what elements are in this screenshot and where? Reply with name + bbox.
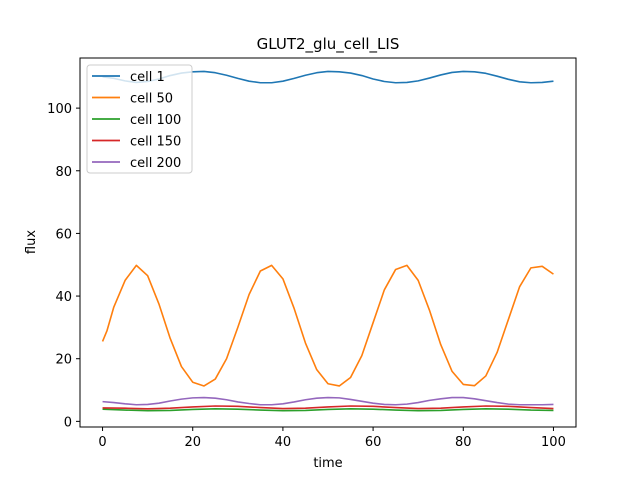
y-tick-label: 100 [47,102,72,117]
legend-box [86,64,193,174]
x-tick-label: 100 [541,435,566,450]
legend-label: cell 100 [130,113,181,128]
x-tick-label: 60 [365,435,382,450]
x-tick-label: 0 [98,435,106,450]
y-tick-label: 40 [55,290,72,305]
y-tick-label: 20 [55,353,72,368]
x-tick-label: 20 [184,435,201,450]
legend-label: cell 1 [130,70,165,85]
chart-title: GLUT2_glu_cell_LIS [257,35,400,54]
series-line [102,405,554,410]
legend: cell 1 cell 50 cell 100 cell 150 cell 200 [86,64,193,174]
x-axis-label: time [313,456,342,471]
legend-label: cell 50 [130,92,173,107]
series-line [102,408,554,412]
legend-label: cell 200 [130,156,181,171]
axes-frame [79,57,577,428]
x-tick-label: 80 [455,435,472,450]
y-axis-label: flux [24,230,39,254]
y-axis: 0 20 40 60 80 100 [47,102,80,430]
x-axis: 0 20 40 60 80 100 [98,427,566,450]
series-line [101,264,554,387]
series-line [102,396,554,406]
y-tick-label: 0 [64,415,72,430]
x-tick-label: 40 [275,435,292,450]
y-tick-label: 80 [55,165,72,180]
y-tick-label: 60 [55,227,72,242]
legend-label: cell 150 [130,135,181,150]
